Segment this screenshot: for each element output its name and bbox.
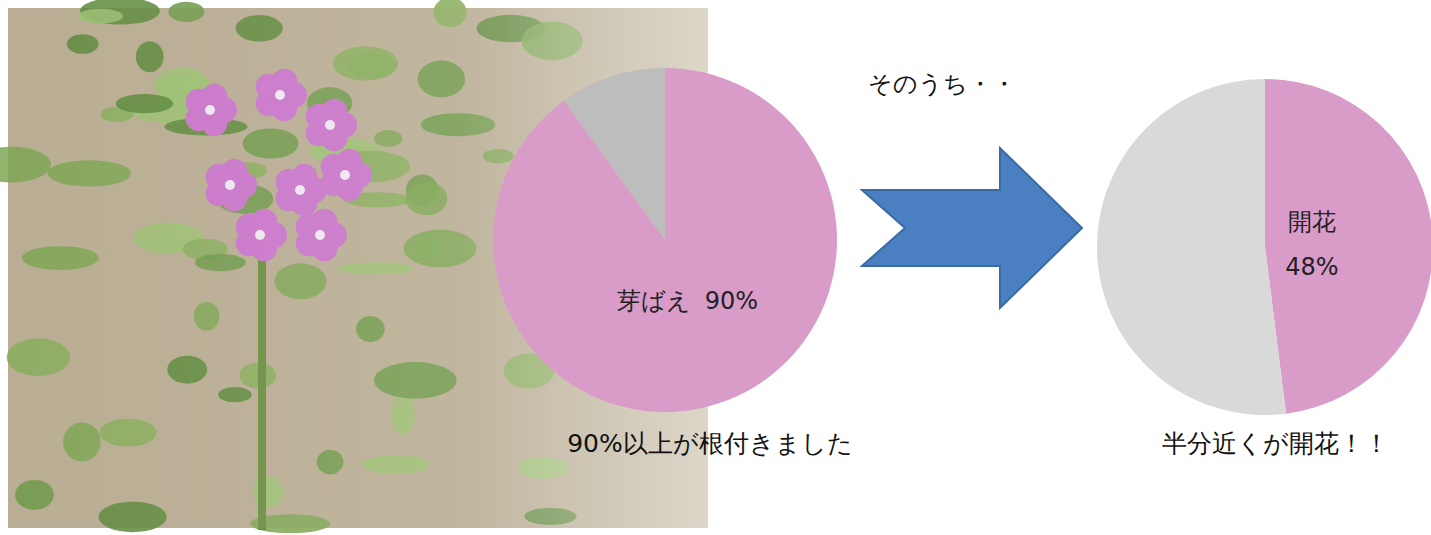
- caption: 90%以上が根付きました: [567, 429, 853, 458]
- slice-category: 芽ばえ: [617, 287, 691, 315]
- slice-value: 48%: [1285, 253, 1338, 281]
- slice-label: 開花 48%: [1285, 208, 1338, 282]
- arrow-label: そのうち・・: [868, 70, 1016, 98]
- photo-background: [0, 0, 1008, 533]
- slice-label: 芽ばえ 90%: [617, 287, 758, 315]
- caption: 半分近くが開花！！: [1162, 429, 1389, 458]
- pie-slice: [564, 68, 665, 240]
- pie-slice: [493, 68, 837, 412]
- pie-slice: [1265, 79, 1431, 414]
- slice-value: 90%: [705, 287, 758, 315]
- slice-category: 開花: [1288, 208, 1336, 236]
- pie-chart: 開花 48%: [1097, 79, 1431, 415]
- pie-chart: 芽ばえ 90%: [493, 68, 837, 412]
- arrow: [862, 148, 1082, 308]
- pie-slice: [1097, 79, 1286, 415]
